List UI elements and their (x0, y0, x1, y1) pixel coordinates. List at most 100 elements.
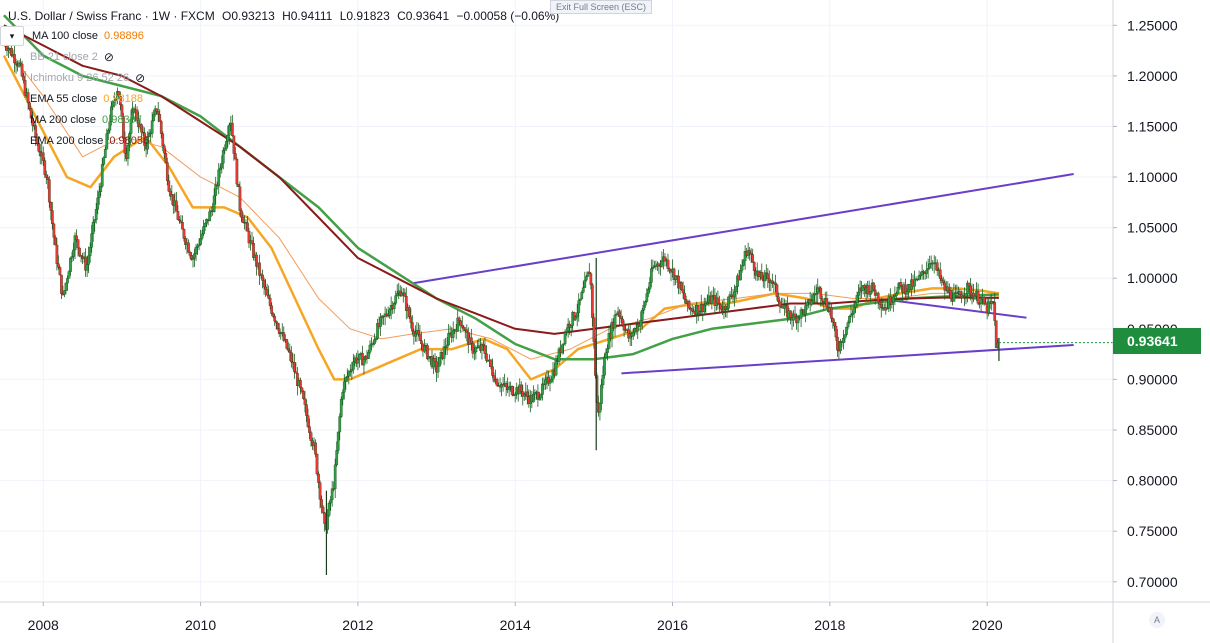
candle-body (79, 255, 83, 257)
candle-body (404, 296, 408, 311)
x-tick-label: 2010 (185, 617, 216, 633)
candle-body (565, 331, 568, 333)
legend-row-ma100[interactable]: ▾ MA 100 close 0.98896 (0, 26, 150, 46)
candle-body (119, 96, 122, 106)
trendline (412, 173, 1074, 285)
exit-fullscreen-tooltip[interactable]: Exit Full Screen (ESC) (550, 0, 653, 14)
candle-body (842, 337, 845, 343)
candle-body (733, 291, 736, 298)
candle-body (445, 344, 449, 348)
candle-body (49, 201, 53, 211)
collapse-legend-button[interactable]: ▾ (0, 26, 24, 46)
last-price-badge: 0.93641 (1113, 328, 1201, 354)
legend-name: MA 100 close (32, 30, 99, 42)
candle-body (230, 122, 234, 136)
candle-body (188, 251, 192, 256)
candle-body (72, 249, 75, 257)
candle-body (50, 210, 54, 225)
candle-body (442, 346, 446, 359)
candle-body (41, 152, 45, 161)
candle-body (941, 280, 945, 283)
candle-body (54, 237, 57, 246)
candle-body (964, 293, 968, 297)
symbol-title[interactable]: U.S. Dollar / Swiss Franc · 1W · FXCM (8, 9, 215, 23)
candle-body (235, 159, 239, 185)
candle-body (967, 282, 971, 287)
candle-body (288, 350, 292, 353)
x-tick-label: 2018 (814, 617, 845, 633)
candle-body (777, 296, 780, 302)
candle-body (940, 278, 944, 281)
candle-body (905, 291, 909, 295)
legend-row-ema200[interactable]: EMA 200 close 0.98056 (30, 131, 155, 151)
candle-body (277, 328, 281, 334)
candle-body (374, 338, 378, 340)
candle-body (587, 271, 591, 274)
auto-scale-button[interactable]: A (1149, 612, 1165, 628)
candle-body (833, 321, 836, 327)
candle-body (525, 391, 529, 397)
candle-body (20, 63, 24, 77)
candle-body (645, 293, 649, 302)
candle-body (804, 305, 807, 315)
candle-body (335, 450, 339, 466)
candle-body (749, 252, 753, 255)
legend-row-ema55[interactable]: EMA 55 close 0.98188 (30, 89, 149, 109)
candle-body (848, 315, 851, 323)
candle-body (329, 499, 333, 504)
candle-body (727, 296, 730, 309)
candle-body (651, 266, 655, 269)
candle-body (181, 222, 184, 230)
candle-body (857, 291, 860, 296)
x-tick-label: 2020 (972, 617, 1003, 633)
candle-body (321, 506, 325, 513)
candle-body (436, 366, 440, 373)
legend-row-ichimoku[interactable]: Ichimoku 9 26 52 26 ⊘ (30, 68, 145, 88)
candle-body (167, 180, 171, 192)
candle-body (73, 235, 77, 251)
candle-body (603, 357, 606, 376)
candle-body (58, 267, 62, 276)
candle-body (199, 238, 202, 245)
candle-body (161, 133, 165, 147)
candle-body (44, 174, 48, 178)
candle-body (60, 274, 63, 294)
candle-body (586, 271, 590, 277)
eye-hidden-icon[interactable]: ⊘ (103, 50, 114, 64)
eye-hidden-icon[interactable]: ⊘ (135, 71, 146, 85)
x-tick-label: 2014 (500, 617, 531, 633)
candle-body (459, 320, 463, 326)
legend-name: BB 21 close 2 (30, 51, 98, 63)
candle-body (52, 223, 56, 238)
candle-body (890, 302, 894, 305)
candle-body (575, 312, 579, 318)
candle-body (66, 278, 69, 284)
candle-body (532, 394, 535, 403)
candle-body (223, 148, 227, 151)
legend-row-bb[interactable]: BB 21 close 2 ⊘ (30, 47, 114, 67)
candle-body (563, 332, 567, 344)
candle-body (426, 345, 429, 360)
candle-body (394, 295, 398, 304)
candle-body (90, 233, 94, 248)
candle-body (560, 344, 564, 353)
candle-body (87, 255, 90, 265)
candle-body (657, 263, 661, 266)
candle-body (75, 235, 78, 240)
candle-body (643, 301, 647, 306)
candle-body (96, 197, 100, 210)
legend-row-ma200[interactable]: MA 200 close 0.98397 (30, 110, 148, 130)
candle-body (863, 285, 866, 289)
candle-body (590, 284, 594, 318)
candle-body (270, 305, 274, 314)
candle-body (687, 300, 691, 309)
candle-body (131, 108, 134, 120)
trendline (892, 299, 1027, 319)
candle-body (825, 298, 829, 308)
y-tick-label: 0.75000 (1127, 523, 1178, 539)
candle-body (805, 301, 809, 306)
candle-body (417, 330, 420, 335)
legend-name: EMA 200 close (30, 135, 104, 147)
candle-body (483, 345, 487, 354)
